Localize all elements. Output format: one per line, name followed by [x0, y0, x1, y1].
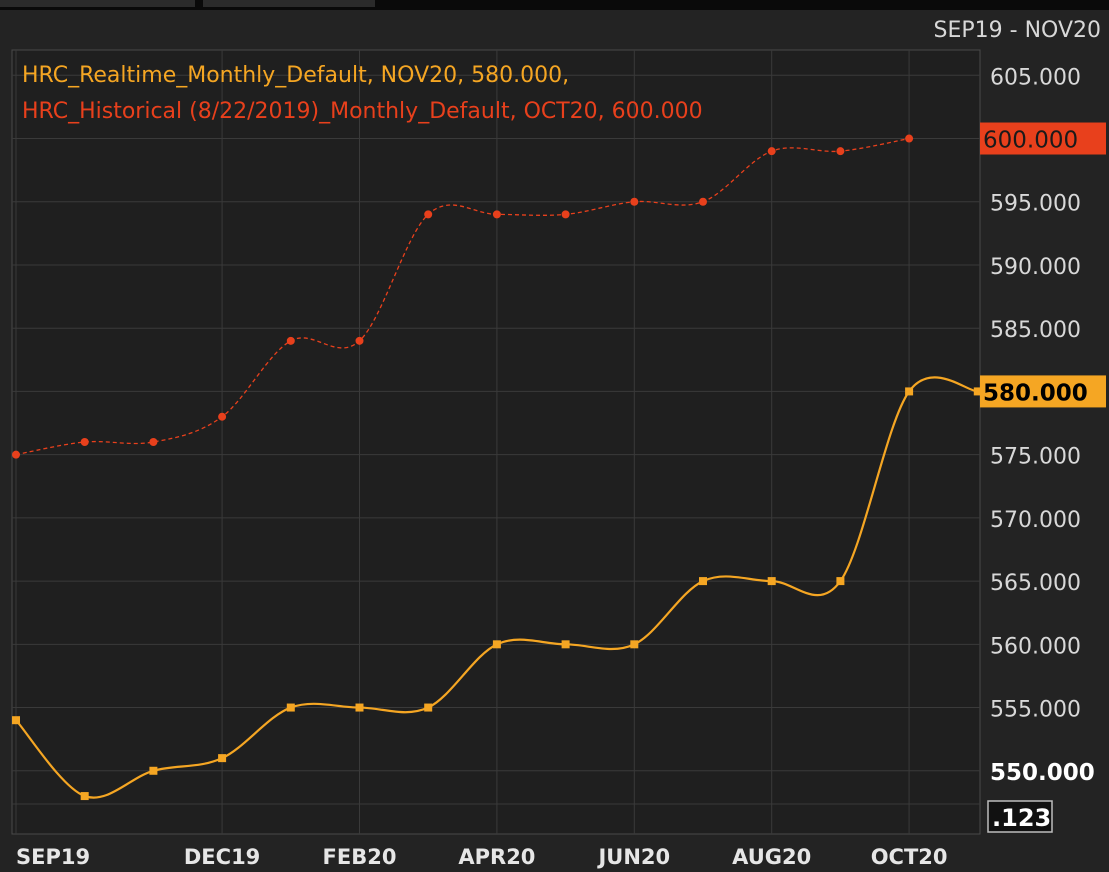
data-point	[218, 412, 227, 421]
tab[interactable]	[0, 0, 195, 7]
y-tick-label: 560.000	[990, 634, 1081, 659]
y-tick-label: 585.000	[990, 318, 1081, 343]
legend-entry: HRC_Realtime_Monthly_Default, NOV20, 580…	[22, 63, 569, 88]
data-point	[492, 210, 501, 219]
data-point	[149, 438, 158, 446]
data-point	[699, 577, 707, 586]
data-point	[561, 210, 570, 219]
data-point	[630, 197, 639, 206]
tab[interactable]	[203, 0, 375, 7]
data-point	[80, 792, 89, 801]
date-range-label: SEP19 - NOV20	[933, 18, 1101, 43]
x-tick-label: FEB20	[323, 845, 397, 869]
data-point	[767, 577, 776, 586]
data-point	[149, 766, 158, 775]
data-point	[836, 577, 845, 586]
data-point	[12, 450, 20, 459]
y-tick-label: 555.000	[990, 698, 1081, 723]
data-point	[355, 703, 364, 712]
x-tick-label: OCT20	[871, 845, 948, 869]
data-point	[699, 197, 707, 206]
data-point	[218, 754, 227, 763]
x-tick-label: DEC19	[184, 845, 260, 869]
y-axis: 605.000 600.000 595.000 590.000 585.000 580.0…	[980, 65, 1106, 833]
decimals-button-label[interactable]: .123	[992, 804, 1051, 832]
legend-entry: HRC_Historical (8/22/2019)_Monthly_Defau…	[22, 99, 703, 124]
x-tick-label: SEP19	[16, 845, 90, 869]
data-point	[80, 438, 89, 446]
series-line-2	[15, 137, 910, 456]
y-tick-label: 565.000	[990, 571, 1081, 596]
data-point	[630, 640, 639, 649]
data-point	[424, 703, 433, 712]
tab-strip	[0, 0, 1109, 10]
y-tick-label: 595.000	[990, 192, 1081, 217]
last-value-label: 580.000	[983, 380, 1088, 406]
data-point	[905, 387, 914, 396]
data-point	[286, 336, 295, 345]
y-tick-label: 575.000	[990, 445, 1081, 470]
plot-area	[11, 49, 981, 835]
grid	[11, 49, 981, 835]
data-point	[767, 147, 776, 156]
legend: HRC_Realtime_Monthly_Default, NOV20, 580…	[22, 63, 703, 124]
y-tick-label: 605.000	[990, 65, 1081, 90]
data-point	[836, 147, 845, 156]
data-point	[492, 640, 501, 649]
last-value-badge	[980, 375, 1106, 408]
last-value-badge	[980, 122, 1106, 155]
data-point	[905, 134, 914, 143]
x-axis: SEP19 DEC19 FEB20 APR20 JUN20 AUG20 OCT20	[16, 845, 948, 869]
decimals-button[interactable]	[987, 800, 1053, 833]
data-point	[355, 336, 364, 345]
x-tick-label: APR20	[458, 845, 535, 869]
y-tick-label: 550.000	[990, 760, 1095, 786]
x-tick-label: AUG20	[732, 845, 811, 869]
data-point	[286, 703, 295, 712]
data-point	[561, 640, 570, 649]
y-tick-label: 590.000	[990, 255, 1081, 280]
markers	[12, 134, 982, 801]
y-tick-label: 570.000	[990, 508, 1081, 533]
last-value-label: 600.000	[983, 128, 1078, 154]
data-point	[973, 387, 982, 396]
data-point	[12, 716, 20, 725]
x-tick-label: JUN20	[596, 845, 670, 869]
data-point	[424, 210, 433, 219]
